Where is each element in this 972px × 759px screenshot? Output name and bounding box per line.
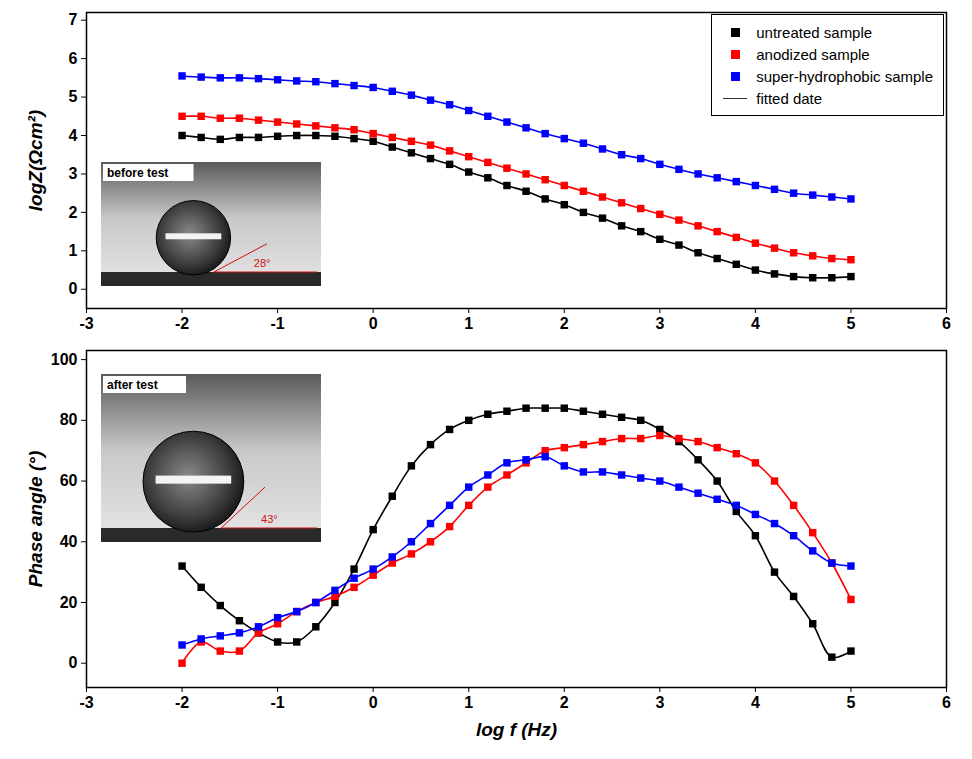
svg-text:3: 3 [655,315,664,332]
svg-text:Phase angle (°): Phase angle (°) [25,451,46,587]
svg-text:6: 6 [69,50,78,67]
svg-text:4: 4 [751,694,760,711]
html-text:anodized sample: anodized sample [756,45,870,63]
svg-text:-1: -1 [270,694,284,711]
svg-text:1: 1 [464,694,473,711]
svg-text:after test: after test [107,378,158,392]
svg-text:2: 2 [560,694,569,711]
svg-text:1: 1 [69,242,78,259]
svg-text:4: 4 [69,127,78,144]
svg-text:6: 6 [942,315,951,332]
svg-text:5: 5 [846,315,855,332]
svg-text:100: 100 [51,351,78,368]
svg-text:3: 3 [655,694,664,711]
svg-text:0: 0 [369,694,378,711]
svg-text:-2: -2 [175,315,189,332]
svg-text:5: 5 [69,88,78,105]
svg-text:43°: 43° [261,513,278,525]
svg-text:20: 20 [60,594,78,611]
svg-text:2: 2 [69,204,78,221]
svg-text:0: 0 [69,280,78,297]
svg-text:-3: -3 [79,315,93,332]
svg-text:0: 0 [369,315,378,332]
svg-text:2: 2 [560,315,569,332]
svg-text:-1: -1 [270,315,284,332]
svg-text:1: 1 [464,315,473,332]
svg-text:6: 6 [942,694,951,711]
svg-text:logZ(Ωcm²): logZ(Ωcm²) [25,110,46,211]
svg-text:5: 5 [846,694,855,711]
svg-text:before test: before test [107,166,168,180]
html-text:super-hydrophobic sample: super-hydrophobic sample [756,67,933,85]
svg-text:60: 60 [60,472,78,489]
svg-text:-2: -2 [175,694,189,711]
html-text:untreated sample: untreated sample [756,23,873,41]
svg-text:80: 80 [60,411,78,428]
svg-text:7: 7 [69,11,78,28]
svg-text:4: 4 [751,315,760,332]
html-text:fitted date: fitted date [756,89,823,107]
svg-text:3: 3 [69,165,78,182]
svg-text:28°: 28° [254,257,271,269]
svg-text:0: 0 [69,654,78,671]
svg-text:-3: -3 [79,694,93,711]
svg-text:log f (Hz): log f (Hz) [476,719,557,740]
svg-text:40: 40 [60,533,78,550]
